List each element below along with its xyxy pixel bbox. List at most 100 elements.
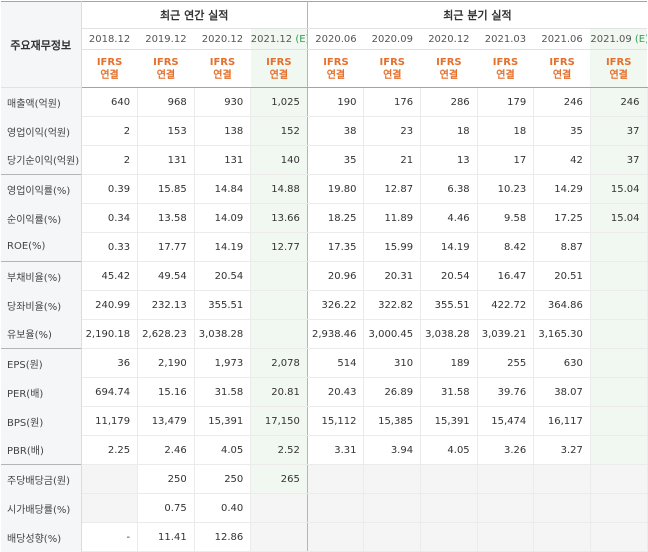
value-cell: 422.72 xyxy=(477,290,535,320)
period-label: 2021.06 xyxy=(541,33,583,45)
value-cell: 131 xyxy=(194,145,252,175)
table-row: 순이익률(%) 0.34 13.58 14.09 13.66 18.25 11.89 4.46… xyxy=(1,203,648,233)
value-cell xyxy=(590,261,648,291)
value-cell: 15,391 xyxy=(420,406,478,436)
row-label: 주당배당금(원) xyxy=(1,464,82,494)
value-cell xyxy=(533,464,591,494)
value-cell: 15.04 xyxy=(590,203,648,233)
value-cell: 0.34 xyxy=(81,203,139,233)
value-cell: 18 xyxy=(420,116,478,146)
value-cell: 21 xyxy=(363,145,422,175)
period-header: 2021.09 (E) xyxy=(590,28,648,50)
value-cell xyxy=(420,522,478,552)
value-cell xyxy=(590,406,648,436)
ifrs-header: IFRS 연결 xyxy=(250,49,308,88)
value-cell: 355.51 xyxy=(194,290,252,320)
value-cell: 35 xyxy=(533,116,591,146)
estimate-mark: (E) xyxy=(295,33,306,45)
value-cell: 2,628.23 xyxy=(137,319,195,349)
value-cell xyxy=(590,377,648,407)
ifrs-label: IFRS xyxy=(323,56,349,68)
value-cell: 3.31 xyxy=(307,435,365,465)
value-cell xyxy=(250,493,308,523)
value-cell: 14.19 xyxy=(194,232,252,262)
value-cell: 4.46 xyxy=(420,203,478,233)
consolidated-label: 연결 xyxy=(100,69,119,81)
value-cell: 3,000.45 xyxy=(363,319,422,349)
value-cell: 15,112 xyxy=(307,406,365,436)
value-cell: 930 xyxy=(194,87,252,117)
period-header: 2018.12 xyxy=(81,28,138,50)
value-cell: 13.58 xyxy=(137,203,195,233)
period-header: 2019.12 xyxy=(137,28,195,50)
value-cell: 8.87 xyxy=(533,232,591,262)
consolidated-label: 연결 xyxy=(609,69,628,81)
value-cell xyxy=(590,290,648,320)
ifrs-header: IFRS 연결 xyxy=(590,49,648,88)
value-cell xyxy=(590,319,648,349)
period-header: 2020.12 xyxy=(194,28,251,50)
value-cell xyxy=(420,493,478,523)
period-header: 2021.06 xyxy=(533,28,591,50)
row-label: 유보율(%) xyxy=(1,319,82,349)
value-cell: 23 xyxy=(363,116,422,146)
quarterly-header: 최근 분기 실적 xyxy=(307,1,648,29)
table-row: 당좌비율(%) 240.99 232.13 355.51 326.22 322.82 355… xyxy=(1,290,648,320)
value-cell: 9.58 xyxy=(477,203,535,233)
consolidated-label: 연결 xyxy=(269,69,289,81)
value-cell: 0.75 xyxy=(137,493,195,523)
ifrs-label: IFRS xyxy=(549,56,575,68)
value-cell: 10.23 xyxy=(477,174,535,204)
value-cell xyxy=(590,493,648,523)
value-cell: 2.52 xyxy=(250,435,308,465)
table-row: 부채비율(%) 45.42 49.54 20.54 20.96 20.31 20.54 16.… xyxy=(1,261,648,291)
value-cell: 2.25 xyxy=(81,435,139,465)
value-cell: 18.25 xyxy=(307,203,365,233)
value-cell xyxy=(250,261,308,291)
value-cell: 1,973 xyxy=(194,348,252,378)
value-cell: 140 xyxy=(250,145,308,175)
value-cell: 37 xyxy=(590,145,648,175)
row-label: 순이익률(%) xyxy=(1,203,82,233)
value-cell xyxy=(477,493,535,523)
ifrs-label: IFRS xyxy=(209,56,236,68)
value-cell: 13 xyxy=(420,145,478,175)
value-cell: 20.54 xyxy=(194,261,252,291)
value-cell: 14.84 xyxy=(194,174,252,204)
row-label: 배당성향(%) xyxy=(1,522,82,552)
value-cell: 0.39 xyxy=(81,174,139,204)
value-cell: 3,038.28 xyxy=(420,319,478,349)
value-cell: 17.35 xyxy=(307,232,365,262)
consolidated-label: 연결 xyxy=(213,69,232,81)
value-cell: 14.29 xyxy=(533,174,591,204)
value-cell: 2,190.18 xyxy=(81,319,139,349)
value-cell xyxy=(363,464,422,494)
value-cell: 35 xyxy=(307,145,365,175)
ifrs-header: IFRS 연결 xyxy=(81,49,138,88)
value-cell: 15,385 xyxy=(363,406,422,436)
value-cell: 15,391 xyxy=(194,406,252,436)
period-label: 2018.12 xyxy=(88,33,131,45)
value-cell: 20.51 xyxy=(533,261,591,291)
row-label: 부채비율(%) xyxy=(1,261,82,291)
value-cell: 190 xyxy=(307,87,365,117)
value-cell: 0.33 xyxy=(81,232,139,262)
value-cell: 8.42 xyxy=(477,232,535,262)
value-cell: 15.04 xyxy=(590,174,648,204)
value-cell: 15.16 xyxy=(137,377,195,407)
value-cell: 189 xyxy=(420,348,478,378)
table-row: PER(배) 694.74 15.16 31.58 20.81 20.43 26.89 31.… xyxy=(1,377,648,407)
value-cell: 31.58 xyxy=(194,377,252,407)
row-label: 당좌비율(%) xyxy=(1,290,82,320)
table-body: 매출액(억원) 640 968 930 1,025 190 176 286 179 246 246 영… xyxy=(1,87,648,552)
row-label: 영업이익률(%) xyxy=(1,174,82,204)
value-cell: 2 xyxy=(81,116,139,146)
table-row: 영업이익(억원) 2 153 138 152 38 23 18 18 35 37 xyxy=(1,116,648,146)
ifrs-label: IFRS xyxy=(605,56,632,68)
row-label: 매출액(억원) xyxy=(1,87,82,117)
value-cell: 514 xyxy=(307,348,365,378)
value-cell: 153 xyxy=(137,116,195,146)
value-cell: 31.58 xyxy=(420,377,478,407)
ifrs-label: IFRS xyxy=(379,56,406,68)
value-cell: 36 xyxy=(81,348,139,378)
